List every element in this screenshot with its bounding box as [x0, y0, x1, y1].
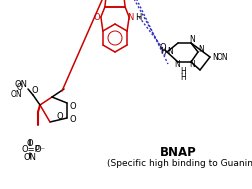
- Text: H: H: [179, 74, 185, 83]
- Text: O: O: [26, 139, 33, 147]
- Text: O: O: [69, 102, 76, 112]
- Text: O⁻: O⁻: [34, 146, 45, 154]
- Text: BNAP: BNAP: [159, 146, 196, 159]
- Text: ON: ON: [10, 91, 22, 99]
- Text: O: O: [93, 13, 100, 22]
- Text: H: H: [160, 47, 165, 57]
- Text: O: O: [56, 112, 63, 122]
- Text: O=P: O=P: [22, 146, 41, 154]
- Text: (Specific high binding to Guanine): (Specific high binding to Guanine): [107, 159, 252, 167]
- Text: N: N: [188, 60, 194, 70]
- Text: N: N: [167, 47, 172, 57]
- Text: ON: ON: [215, 53, 227, 61]
- Text: ON: ON: [14, 81, 27, 90]
- Text: H: H: [179, 67, 185, 77]
- Text: H: H: [134, 12, 141, 22]
- Text: N: N: [127, 12, 133, 22]
- Text: O: O: [159, 43, 166, 53]
- Text: ON: ON: [23, 153, 36, 163]
- Text: N: N: [211, 53, 217, 61]
- Text: O: O: [32, 87, 38, 95]
- Text: N: N: [197, 46, 203, 54]
- Text: N: N: [188, 36, 194, 44]
- Text: O: O: [69, 115, 76, 125]
- Text: O: O: [17, 84, 23, 92]
- Text: N: N: [173, 60, 179, 70]
